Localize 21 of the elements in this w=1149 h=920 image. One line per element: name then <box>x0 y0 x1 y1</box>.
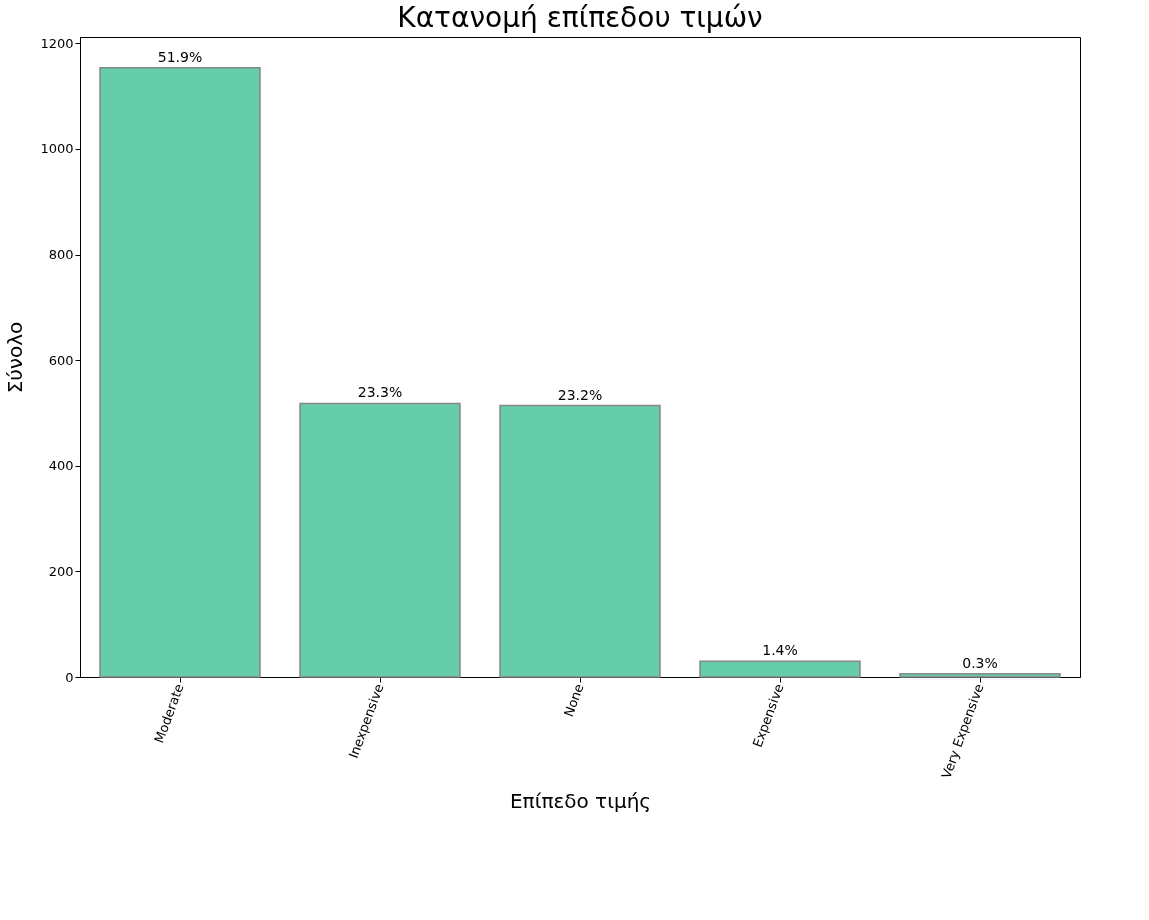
annotation: 51.9% <box>157 48 203 65</box>
annotation: 23.2% <box>557 386 603 403</box>
annotation: 23.3% <box>357 384 403 401</box>
bar <box>499 404 661 678</box>
bar <box>99 66 261 678</box>
x-tick-label: None <box>560 681 587 719</box>
y-tick-label: 1200 <box>40 35 74 51</box>
bar <box>699 660 861 678</box>
annotation: 1.4% <box>762 642 798 659</box>
y-tick-label: 1000 <box>40 141 74 157</box>
y-tick-label: 600 <box>48 352 74 368</box>
y-tick-label: 0 <box>65 669 74 685</box>
y-tick-label: 200 <box>48 563 74 579</box>
annotation: 0.3% <box>962 654 998 671</box>
y-axis-title: Σύνολο <box>3 321 28 394</box>
bar <box>299 402 461 678</box>
y-tick-label: 800 <box>48 247 74 263</box>
x-axis-title: Επίπεδο τιμής <box>509 789 652 814</box>
bar <box>899 673 1061 678</box>
y-tick-label: 400 <box>48 458 74 474</box>
chart-title: Κατανομή επίπεδου τιμών <box>397 1 763 34</box>
